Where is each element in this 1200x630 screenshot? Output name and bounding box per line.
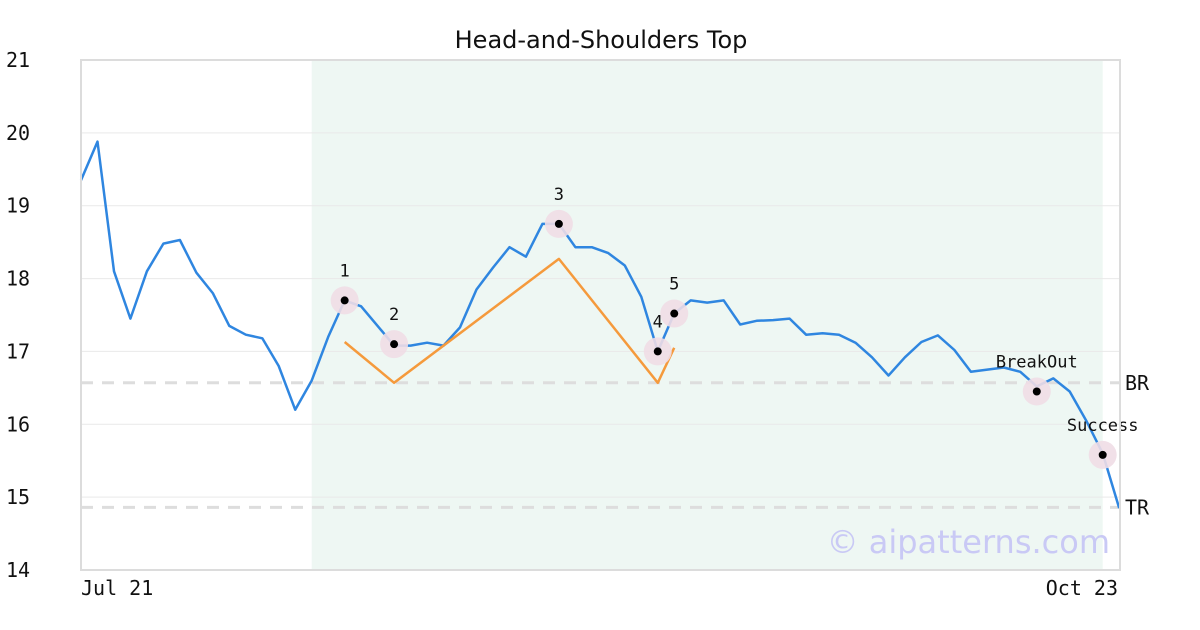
x-tick-label: Oct 23 <box>1046 576 1118 600</box>
pattern-band-layer <box>311 60 1103 570</box>
y-tick-label: 14 <box>6 558 30 582</box>
pattern-highlight-band <box>311 60 1103 570</box>
pattern-point-label: Success <box>1067 416 1139 436</box>
pattern-point-marker <box>1098 450 1107 459</box>
pattern-point-marker <box>390 340 399 349</box>
pattern-outline-line <box>343 257 676 385</box>
pattern-point-marker <box>1032 387 1041 396</box>
pattern-points-layer: 1 2 3 45 BreakOut Success <box>330 185 1139 469</box>
pattern-point-marker <box>653 347 662 356</box>
reference-lines-layer: BR TR <box>81 371 1150 519</box>
x-tick-label: Jul 21 <box>81 576 153 600</box>
pattern-point-label: 5 <box>669 275 679 295</box>
y-tick-label: 21 <box>6 48 30 72</box>
chart-title: Head-and-Shoulders Top <box>455 26 748 54</box>
y-tick-label: 19 <box>6 194 30 218</box>
reference-line-label: BR <box>1125 371 1150 395</box>
watermark: © aipatterns.com <box>827 523 1110 561</box>
series-layer <box>79 140 1121 509</box>
pattern-point-marker <box>670 309 679 318</box>
pattern-point-label: 4 <box>653 312 663 332</box>
y-tick-label: 17 <box>6 339 30 363</box>
pattern-point-label: BreakOut <box>996 353 1078 373</box>
y-tick-label: 15 <box>6 485 30 509</box>
reference-line-label: TR <box>1125 495 1150 519</box>
y-tick-label: 20 <box>6 121 30 145</box>
y-tick-label: 16 <box>6 412 30 436</box>
pattern-point-marker <box>554 219 563 228</box>
grid-layer <box>81 132 1120 498</box>
pattern-point-label: 2 <box>389 305 399 325</box>
y-tick-label: 18 <box>6 267 30 291</box>
pattern-point-marker <box>340 296 349 305</box>
price-line <box>79 140 1121 509</box>
plot-frame <box>80 59 1121 571</box>
pattern-point-label: 1 <box>340 261 350 281</box>
pattern-point-label: 3 <box>554 185 564 205</box>
